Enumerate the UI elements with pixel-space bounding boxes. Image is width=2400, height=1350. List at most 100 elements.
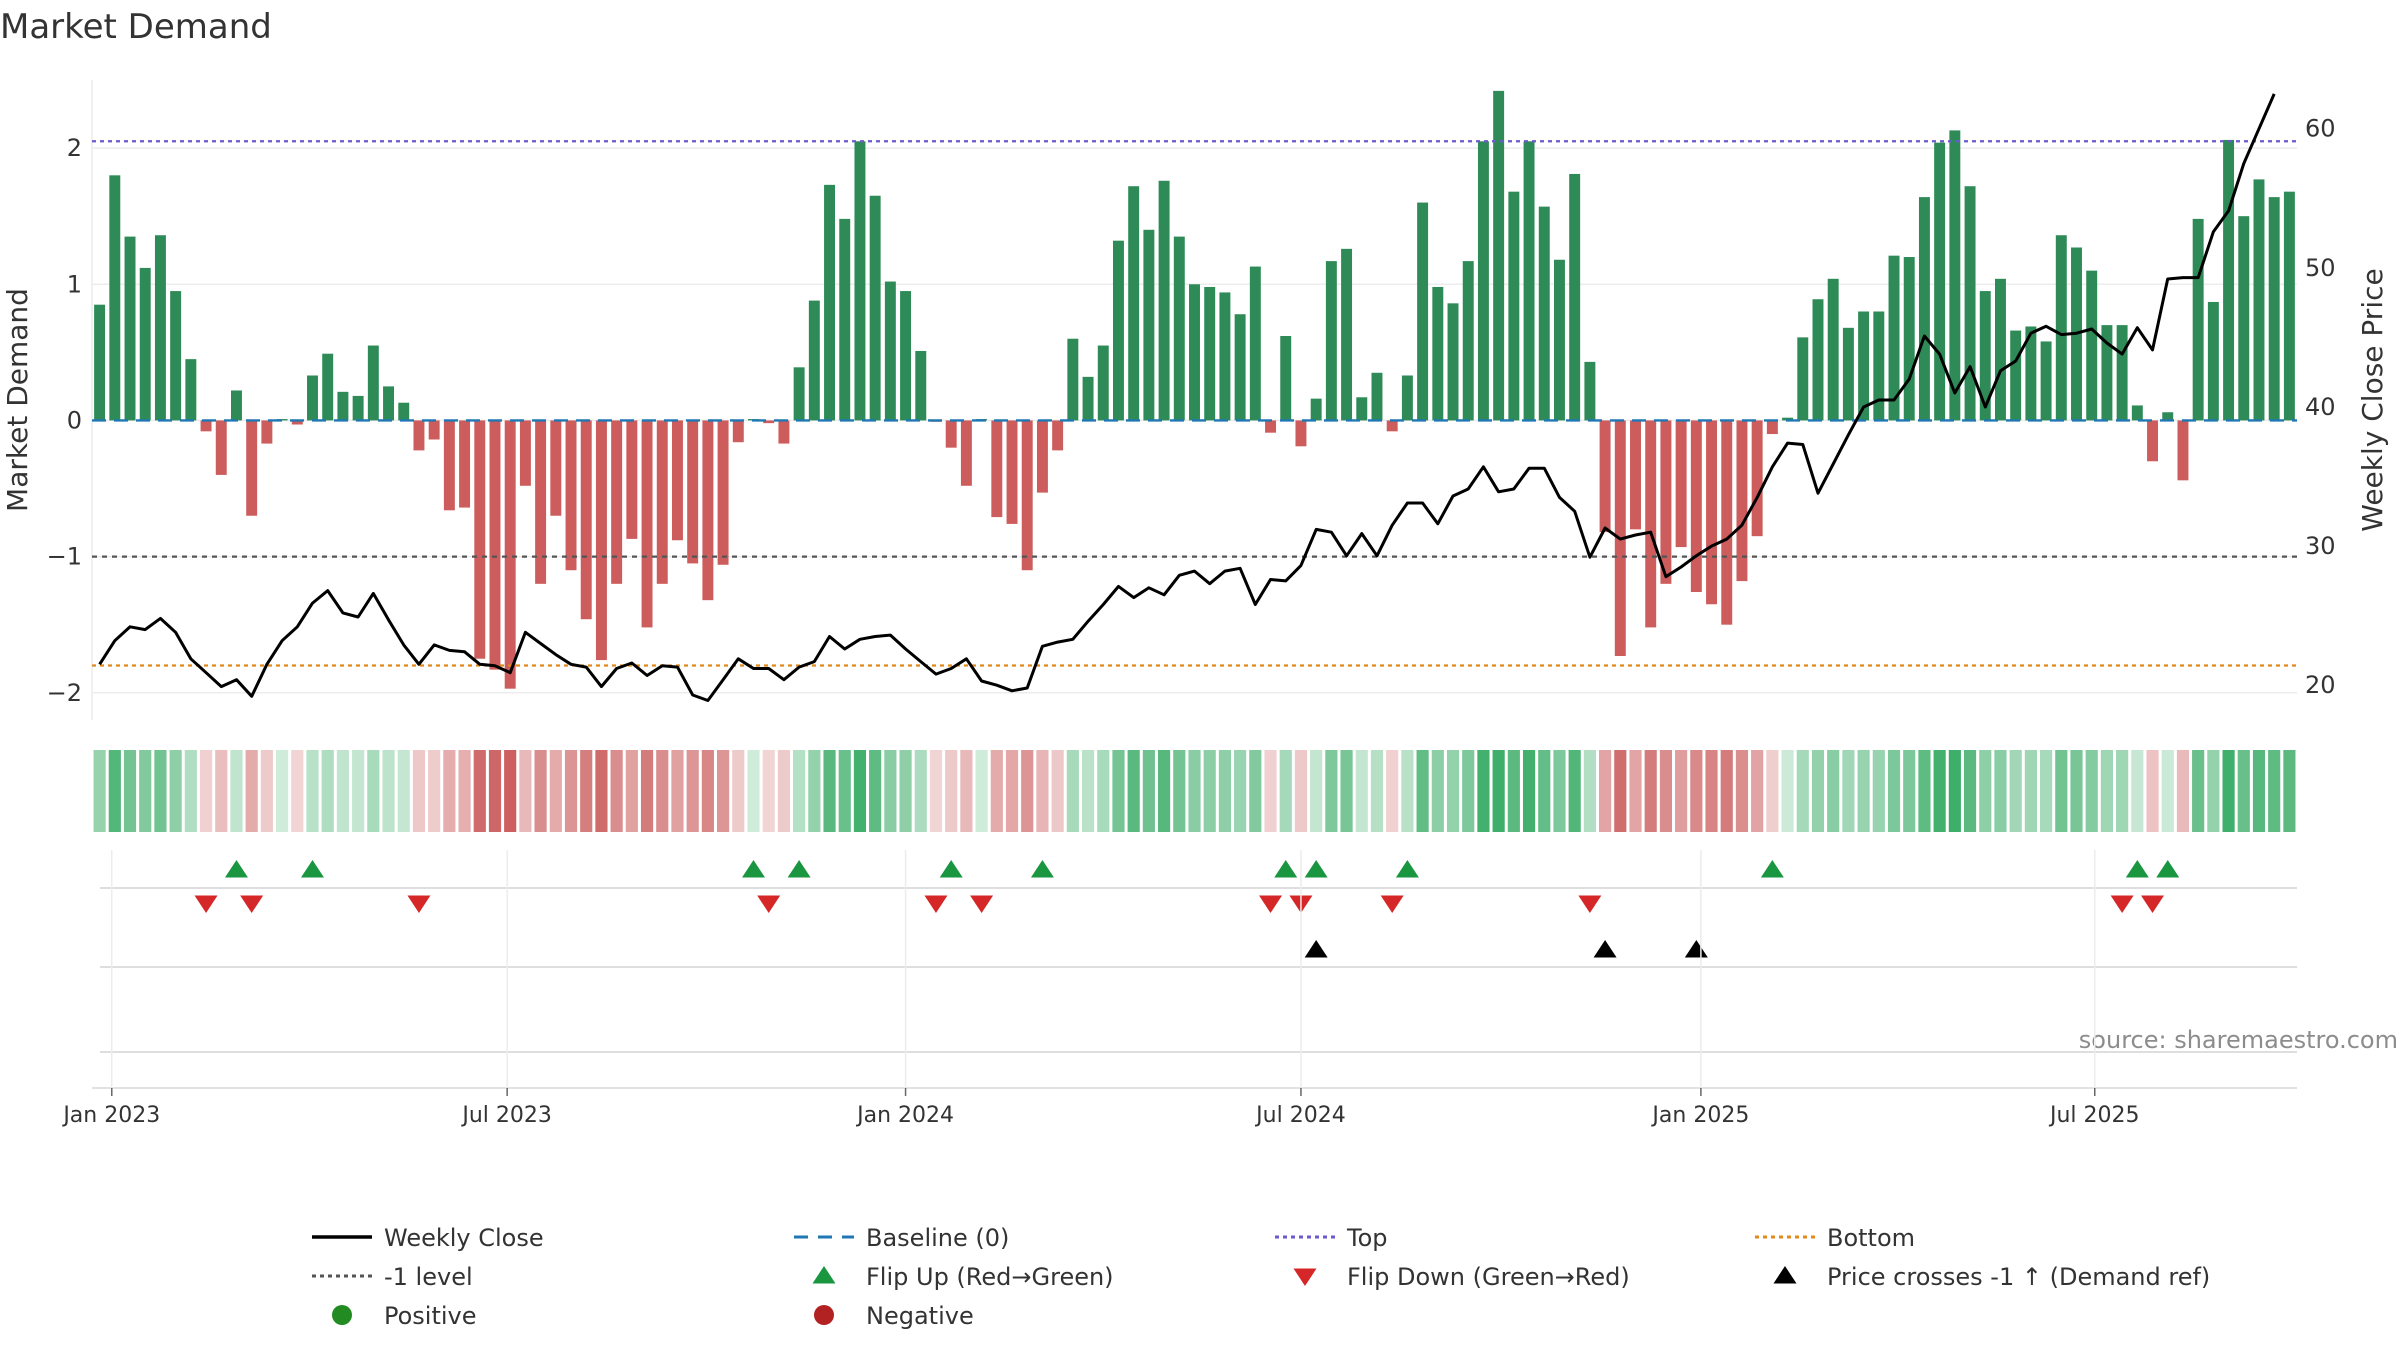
strip-cell bbox=[1081, 750, 1095, 832]
strip-cell bbox=[139, 750, 152, 832]
flip-down-marker bbox=[1380, 895, 1404, 913]
positive-demand-bar bbox=[1356, 397, 1368, 421]
positive-demand-bar bbox=[230, 390, 242, 421]
positive-demand-bar bbox=[2207, 301, 2219, 421]
strip-cell bbox=[732, 750, 745, 832]
strip-cell bbox=[1386, 750, 1399, 832]
negative-demand-bar bbox=[550, 420, 562, 516]
strip-cell bbox=[671, 750, 684, 832]
strip-cell bbox=[1827, 750, 1840, 832]
negative-demand-bar bbox=[991, 420, 1003, 518]
strip-cell bbox=[1264, 750, 1277, 832]
legend-label: Flip Up (Red→Green) bbox=[866, 1263, 1114, 1291]
flip-down-marker bbox=[407, 895, 431, 913]
left-axis-label: Market Demand bbox=[1, 288, 34, 512]
strip-cell bbox=[2085, 750, 2098, 832]
strip-cell bbox=[929, 750, 943, 832]
strip-cell bbox=[1781, 750, 1794, 832]
strip-cell bbox=[762, 750, 775, 832]
strip-cell bbox=[1690, 750, 1703, 832]
strip-cell bbox=[2161, 750, 2174, 832]
strip-cell bbox=[215, 750, 228, 832]
right-tick-label: 40 bbox=[2305, 393, 2336, 421]
strip-cell bbox=[2024, 750, 2037, 832]
negative-demand-bar bbox=[1052, 420, 1064, 451]
right-tick-label: 60 bbox=[2305, 115, 2336, 143]
strip-cell bbox=[1903, 750, 1916, 832]
axis-ticks: 2 1 0 −1 −2 60 50 40 30 20 bbox=[47, 115, 2336, 707]
positive-demand-bar bbox=[1447, 303, 1459, 421]
strip-cell bbox=[1279, 750, 1292, 832]
legend-swatch bbox=[1293, 1268, 1317, 1286]
strip-cell bbox=[1675, 750, 1688, 832]
positive-demand-bar bbox=[124, 236, 136, 421]
strip-cell bbox=[382, 750, 395, 832]
strip-cell bbox=[1735, 750, 1749, 832]
strip-cell bbox=[1401, 750, 1414, 832]
positive-demand-bar bbox=[2116, 325, 2128, 421]
legend-label: Top bbox=[1346, 1224, 1388, 1252]
positive-demand-bar bbox=[1827, 278, 1839, 421]
positive-demand-bar bbox=[1310, 398, 1322, 421]
negative-demand-bar bbox=[580, 420, 592, 620]
positive-demand-bar bbox=[1918, 197, 1930, 421]
strip-cell bbox=[1963, 750, 1977, 832]
strip-cell bbox=[458, 750, 471, 832]
positive-demand-bar bbox=[94, 304, 106, 421]
strip-cell bbox=[1933, 750, 1946, 832]
strip-cell bbox=[625, 750, 638, 832]
strip-cell bbox=[1416, 750, 1429, 832]
negative-demand-bar bbox=[1645, 420, 1657, 628]
positive-demand-bar bbox=[1280, 336, 1292, 421]
strip-cell bbox=[352, 750, 365, 832]
flip-down-marker bbox=[194, 895, 218, 913]
legend-label: -1 level bbox=[384, 1263, 473, 1291]
negative-demand-bar bbox=[261, 420, 273, 444]
strip-cell bbox=[914, 750, 927, 832]
strip-cell bbox=[1294, 750, 1308, 832]
strip-cell bbox=[975, 750, 988, 832]
negative-demand-bar bbox=[1690, 420, 1702, 592]
strip-cell bbox=[1310, 750, 1323, 832]
strip-cell bbox=[1477, 750, 1490, 832]
strip-cell bbox=[1370, 750, 1384, 832]
legend-item-negative: Negative bbox=[814, 1302, 974, 1330]
negative-demand-bar bbox=[1766, 420, 1778, 435]
strip-cell bbox=[1644, 750, 1657, 832]
strip-cell bbox=[2009, 750, 2022, 832]
negative-demand-bar bbox=[960, 420, 972, 486]
positive-demand-bar bbox=[1949, 130, 1961, 421]
strip-cell bbox=[1021, 750, 1034, 832]
positive-demand-bar bbox=[915, 350, 927, 421]
positive-demand-bar bbox=[1584, 361, 1596, 421]
negative-demand-bar bbox=[413, 420, 425, 451]
positive-demand-bar bbox=[1097, 345, 1109, 421]
strip-cell bbox=[564, 750, 578, 832]
strip-cell bbox=[1127, 750, 1140, 832]
right-axis-label: Weekly Close Price bbox=[2356, 268, 2389, 531]
strip-cell bbox=[1796, 750, 1809, 832]
legend-item-top: Top bbox=[1275, 1224, 1388, 1252]
legend-swatch bbox=[812, 1266, 836, 1284]
flip-up-marker bbox=[1304, 860, 1328, 878]
positive-demand-bar bbox=[884, 281, 896, 421]
strip-cell bbox=[1568, 750, 1581, 832]
negative-demand-bar bbox=[687, 420, 699, 564]
strip-cell bbox=[1720, 750, 1733, 832]
strip-cell bbox=[1036, 750, 1049, 832]
flip-down-marker bbox=[2110, 895, 2134, 913]
strip-cell bbox=[276, 750, 289, 832]
negative-demand-bar bbox=[489, 420, 501, 670]
strip-cell bbox=[1188, 750, 1201, 832]
positive-demand-bar bbox=[185, 359, 197, 421]
flip-down-marker bbox=[1578, 895, 1602, 913]
strip-cell bbox=[1340, 750, 1353, 832]
negative-demand-bar bbox=[1021, 420, 1033, 571]
positive-demand-bar bbox=[2268, 197, 2280, 421]
strip-cell bbox=[595, 750, 608, 832]
negative-demand-bar bbox=[656, 420, 668, 584]
strip-cell bbox=[2268, 750, 2281, 832]
left-tick-label: 1 bbox=[67, 270, 82, 298]
left-tick-label: 0 bbox=[67, 406, 82, 434]
positive-demand-bar bbox=[1538, 206, 1550, 421]
